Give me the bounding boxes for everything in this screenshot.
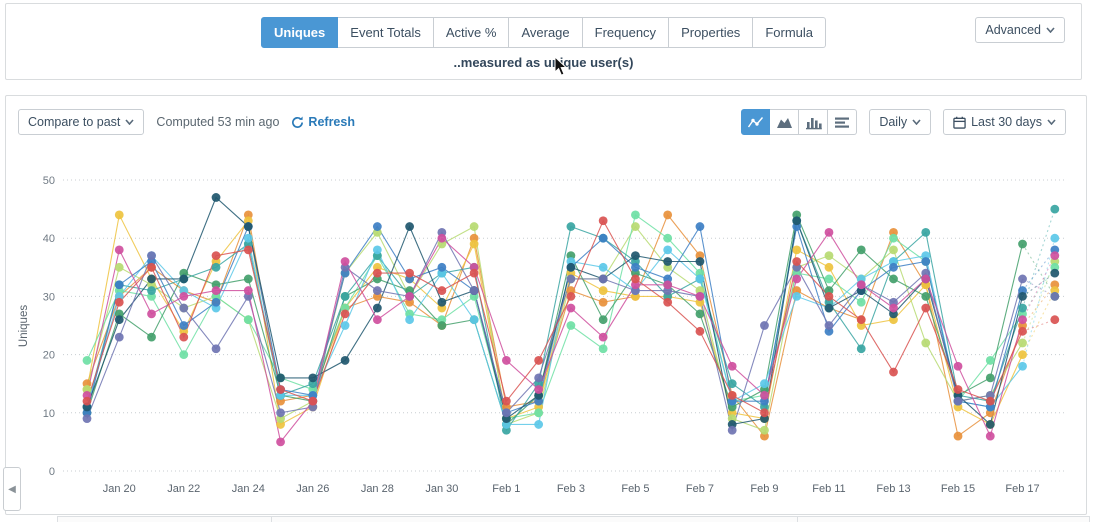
svg-text:0: 0: [49, 466, 55, 478]
svg-text:Feb 13: Feb 13: [876, 483, 910, 495]
svg-text:Feb 1: Feb 1: [492, 483, 520, 495]
chevron-down-icon: [1047, 119, 1056, 125]
refresh-label: Refresh: [308, 115, 355, 129]
svg-text:Jan 30: Jan 30: [425, 483, 458, 495]
tab-event-totals[interactable]: Event Totals: [338, 17, 434, 48]
svg-text:Jan 20: Jan 20: [103, 483, 136, 495]
svg-text:Jan 28: Jan 28: [361, 483, 394, 495]
table-column-divider: [271, 517, 272, 522]
calendar-icon: [953, 116, 966, 129]
tab-uniques[interactable]: Uniques: [260, 17, 339, 48]
svg-text:Jan 26: Jan 26: [296, 483, 329, 495]
advanced-button-label: Advanced: [985, 23, 1041, 37]
svg-text:Feb 9: Feb 9: [750, 483, 778, 495]
row-chart-icon: [834, 117, 849, 128]
svg-text:Feb 5: Feb 5: [621, 483, 649, 495]
sidebar-collapse-handle[interactable]: ◀: [3, 467, 21, 511]
line-chart-button[interactable]: [741, 109, 771, 135]
table-column-divider: [797, 517, 798, 522]
chevron-down-icon: [912, 119, 921, 125]
svg-text:40: 40: [43, 233, 55, 245]
refresh-icon: [292, 115, 304, 128]
svg-text:Feb 17: Feb 17: [1005, 483, 1039, 495]
chart-panel: Compare to past Computed 53 min ago Refr…: [5, 95, 1087, 515]
svg-text:Jan 24: Jan 24: [232, 483, 265, 495]
svg-text:20: 20: [43, 350, 55, 362]
row-chart-button[interactable]: [828, 109, 858, 135]
svg-text:Feb 15: Feb 15: [941, 483, 975, 495]
tab-frequency[interactable]: Frequency: [582, 17, 670, 48]
tab-active-[interactable]: Active %: [433, 17, 510, 48]
date-range-dropdown[interactable]: Last 30 days: [943, 109, 1066, 135]
refresh-button[interactable]: Refresh: [291, 115, 355, 129]
chart-toolbar: Compare to past Computed 53 min ago Refr…: [6, 109, 1086, 135]
line-chart-icon: [748, 116, 764, 127]
svg-text:Jan 22: Jan 22: [167, 483, 200, 495]
metric-panel: Uniques Event Totals Active % Average Freque…: [5, 3, 1082, 80]
area-chart-icon: [776, 117, 792, 128]
bar-chart-icon: [805, 117, 822, 129]
bar-chart-button[interactable]: [799, 109, 829, 135]
compare-to-past-label: Compare to past: [28, 115, 121, 129]
chevron-down-icon: [125, 119, 135, 125]
svg-text:Feb 11: Feb 11: [812, 483, 845, 495]
area-chart-button[interactable]: [770, 109, 800, 135]
tab-average[interactable]: Average: [509, 17, 583, 48]
svg-text:Feb 7: Feb 7: [686, 483, 714, 495]
date-range-label: Last 30 days: [971, 115, 1042, 129]
breakdown-table-top-edge: [57, 516, 1090, 522]
uniques-line-chart[interactable]: 0 10 20 30 40 50 Uniques Jan 20 Jan 22 Jan 24 Jan …: [11, 166, 1081, 506]
tab-properties[interactable]: Properties: [669, 17, 754, 48]
computed-ago-label: Computed 53 min ago: [156, 115, 280, 129]
chart-type-switcher: [741, 109, 858, 135]
svg-text:50: 50: [43, 175, 55, 187]
metric-tabs: Uniques Event Totals Active % Average Freque…: [6, 17, 1081, 48]
svg-text:Uniques: Uniques: [18, 305, 30, 347]
tab-formula[interactable]: Formula: [753, 17, 826, 48]
collapse-left-icon: ◀: [8, 483, 16, 495]
svg-text:10: 10: [43, 408, 55, 420]
svg-text:30: 30: [43, 291, 55, 303]
compare-to-past-button[interactable]: Compare to past: [18, 109, 145, 135]
interval-dropdown[interactable]: Daily: [869, 109, 932, 135]
svg-text:Feb 3: Feb 3: [557, 483, 585, 495]
chevron-down-icon: [1046, 27, 1055, 33]
advanced-button[interactable]: Advanced: [975, 17, 1065, 43]
interval-label: Daily: [879, 115, 908, 129]
metric-subtitle: ..measured as unique user(s): [453, 55, 634, 70]
